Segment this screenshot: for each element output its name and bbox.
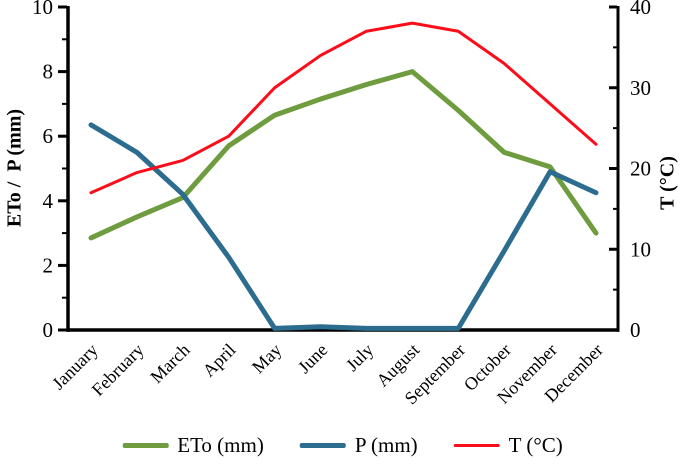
month-label: July: [342, 340, 377, 375]
legend-label: ETo (mm): [177, 433, 264, 457]
right-axis-title: T (°C): [656, 156, 679, 210]
month-label: April: [199, 340, 240, 381]
legend-item: T (°C): [453, 433, 563, 458]
month-label: March: [146, 340, 193, 387]
right-tick-label: 40: [630, 0, 651, 19]
right-tick-label: 20: [630, 157, 651, 181]
legend-item: ETo (mm): [122, 433, 264, 458]
legend-swatch: [453, 444, 500, 447]
left-tick-label: 4: [43, 189, 54, 213]
month-label: June: [294, 340, 331, 377]
legend-swatch: [299, 443, 346, 448]
legend-label: T (°C): [508, 433, 563, 457]
series-line-p-mm: [88, 122, 599, 331]
left-tick-label: 6: [43, 124, 54, 148]
right-tick-label: 10: [630, 237, 651, 261]
right-tick-label: 0: [630, 318, 641, 342]
series-line-eto-mm: [88, 69, 599, 241]
legend-item: P (mm): [299, 433, 418, 458]
legend-swatch: [122, 443, 169, 448]
left-tick-label: 0: [43, 318, 54, 342]
left-axis-title: ETo / P (mm): [3, 108, 26, 228]
month-label: May: [248, 340, 285, 377]
legend-label: P (mm): [354, 433, 418, 457]
series-line-t-c: [89, 21, 598, 195]
left-tick-label: 10: [32, 0, 53, 19]
legend: ETo (mm) P (mm) T (°C): [122, 433, 563, 458]
left-tick-label: 2: [43, 253, 54, 277]
left-tick-label: 8: [43, 60, 54, 84]
right-tick-label: 30: [630, 76, 651, 100]
